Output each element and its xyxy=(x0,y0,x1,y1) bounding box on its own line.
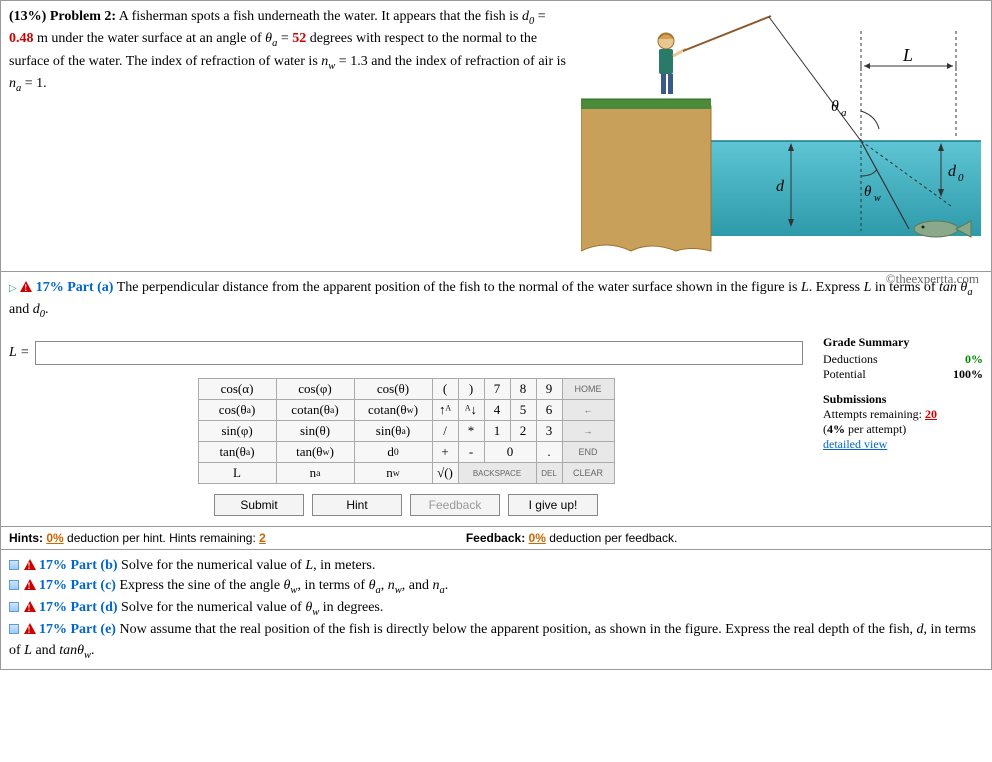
warn-icon xyxy=(24,601,36,612)
part-a-section: ▷ 17% Part (a) The perpendicular distanc… xyxy=(1,271,991,549)
func-key[interactable]: d0 xyxy=(354,441,433,463)
svg-text:w: w xyxy=(874,193,881,204)
expand-icon[interactable]: ▷ xyxy=(9,283,17,294)
problem-figure: L θ a d 0 θ w d xyxy=(581,11,981,261)
backspace-key[interactable]: BACKSPACE xyxy=(458,462,537,484)
func-key[interactable]: cos(θ) xyxy=(354,378,433,400)
warn-icon xyxy=(24,579,36,590)
del-key[interactable]: DEL xyxy=(536,462,563,484)
func-key[interactable]: sin(φ) xyxy=(198,420,277,442)
svg-text:d: d xyxy=(776,178,785,195)
num-key[interactable]: 2 xyxy=(510,420,537,442)
num-key[interactable]: . xyxy=(536,441,563,463)
answer-area: L = cos(α)cos(φ)cos(θ) cos(θa)cotan(θa)co… xyxy=(1,329,991,526)
svg-text:θ: θ xyxy=(864,184,872,200)
answer-left: L = cos(α)cos(φ)cos(θ) cos(θa)cotan(θa)co… xyxy=(9,335,803,520)
svg-text:d: d xyxy=(948,163,957,180)
grade-summary: Grade Summary Deductions0% Potential100%… xyxy=(823,335,983,520)
num-key[interactable]: 6 xyxy=(536,399,563,421)
svg-text:0: 0 xyxy=(958,172,964,184)
grade-title: Grade Summary xyxy=(823,335,983,350)
num-key[interactable]: ↑ᴬ xyxy=(432,399,459,421)
other-parts: 17% Part (b) Solve for the numerical val… xyxy=(1,549,991,669)
warn-icon xyxy=(24,559,36,570)
num-key[interactable]: + xyxy=(432,441,459,463)
ctrl-key[interactable]: HOME xyxy=(562,378,615,400)
num-key[interactable]: ) xyxy=(458,378,485,400)
hint-button[interactable]: Hint xyxy=(312,494,402,516)
func-key[interactable]: cotan(θa) xyxy=(276,399,355,421)
problem-weight: (13%) Problem 2: xyxy=(9,9,116,24)
num-key[interactable]: 8 xyxy=(510,378,537,400)
part-row: 17% Part (b) Solve for the numerical val… xyxy=(9,556,983,576)
num-key[interactable]: 3 xyxy=(536,420,563,442)
problem-header: (13%) Problem 2: A fisherman spots a fis… xyxy=(1,1,991,271)
part-row: 17% Part (d) Solve for the numerical val… xyxy=(9,598,983,620)
num-key[interactable]: 0 xyxy=(484,441,537,463)
part-icon[interactable] xyxy=(9,560,19,570)
ctrl-key[interactable]: → xyxy=(562,420,615,442)
problem-statement: (13%) Problem 2: A fisherman spots a fis… xyxy=(9,7,569,97)
part-row: 17% Part (e) Now assume that the real po… xyxy=(9,620,983,662)
figure-label-L: L xyxy=(902,45,913,65)
num-key[interactable]: ᴬ↓ xyxy=(458,399,485,421)
func-key[interactable]: cotan(θw) xyxy=(354,399,433,421)
part-icon[interactable] xyxy=(9,580,19,590)
warn-icon xyxy=(24,623,36,634)
detailed-view-link[interactable]: detailed view xyxy=(823,437,983,452)
func-key[interactable]: tan(θw) xyxy=(276,441,355,463)
svg-text:θ: θ xyxy=(831,98,839,115)
keypad: cos(α)cos(φ)cos(θ) cos(θa)cotan(θa)cotan(… xyxy=(198,379,614,484)
func-key[interactable]: cos(φ) xyxy=(276,378,355,400)
sqrt-key[interactable]: √() xyxy=(432,462,459,484)
control-keys: HOME←→ENDCLEAR xyxy=(562,379,614,484)
func-key[interactable]: cos(θa) xyxy=(198,399,277,421)
problem-container: (13%) Problem 2: A fisherman spots a fis… xyxy=(0,0,992,670)
warn-icon xyxy=(20,281,32,292)
feedback-button[interactable]: Feedback xyxy=(410,494,500,516)
num-key[interactable]: 1 xyxy=(484,420,511,442)
num-key[interactable]: * xyxy=(458,420,485,442)
part-a-header: ▷ 17% Part (a) The perpendicular distanc… xyxy=(1,272,991,329)
num-key[interactable]: ( xyxy=(432,378,459,400)
action-buttons: Submit Hint Feedback I give up! xyxy=(9,494,803,516)
part-row: 17% Part (c) Express the sine of the ang… xyxy=(9,576,983,598)
func-key[interactable]: sin(θa) xyxy=(354,420,433,442)
svg-text:a: a xyxy=(841,107,847,119)
copyright-text: ©theexpertta.com xyxy=(886,271,979,287)
submit-button[interactable]: Submit xyxy=(214,494,304,516)
ctrl-key[interactable]: CLEAR xyxy=(562,462,615,484)
num-key[interactable]: 7 xyxy=(484,378,511,400)
giveup-button[interactable]: I give up! xyxy=(508,494,598,516)
hints-row: Hints: 0% deduction per hint. Hints rema… xyxy=(1,526,991,549)
number-keys: ()789 ↑ᴬᴬ↓456 /*123 +-0. √()BACKSPACEDEL xyxy=(432,379,562,484)
func-key[interactable]: tan(θa) xyxy=(198,441,277,463)
function-keys: cos(α)cos(φ)cos(θ) cos(θa)cotan(θa)cotan(… xyxy=(198,379,432,484)
part-icon[interactable] xyxy=(9,602,19,612)
answer-input[interactable] xyxy=(35,341,803,365)
func-key[interactable]: cos(α) xyxy=(198,378,277,400)
func-key[interactable]: nw xyxy=(354,462,433,484)
func-key[interactable]: na xyxy=(276,462,355,484)
num-key[interactable]: 9 xyxy=(536,378,563,400)
num-key[interactable]: - xyxy=(458,441,485,463)
ctrl-key[interactable]: END xyxy=(562,441,615,463)
part-icon[interactable] xyxy=(9,624,19,634)
submissions-title: Submissions xyxy=(823,392,983,407)
input-row: L = xyxy=(9,341,803,365)
num-key[interactable]: 4 xyxy=(484,399,511,421)
func-key[interactable]: L xyxy=(198,462,277,484)
input-label: L = xyxy=(9,345,29,361)
num-key[interactable]: / xyxy=(432,420,459,442)
func-key[interactable]: sin(θ) xyxy=(276,420,355,442)
ctrl-key[interactable]: ← xyxy=(562,399,615,421)
num-key[interactable]: 5 xyxy=(510,399,537,421)
